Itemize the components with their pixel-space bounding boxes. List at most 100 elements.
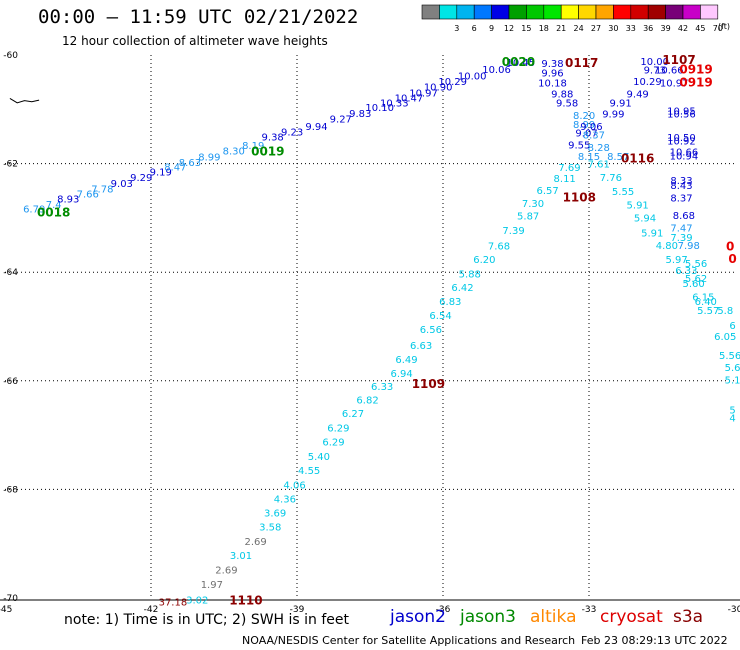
wave-height-label: 10.66	[670, 147, 699, 158]
wave-height-label: 8.63	[179, 158, 201, 169]
wave-height-label: 5.6	[725, 363, 740, 374]
wave-height-label: 5.87	[517, 212, 539, 223]
wave-height-label: 7.47	[670, 223, 692, 234]
pass-time-label: 0	[726, 239, 734, 253]
wave-height-label: 7.68	[488, 241, 510, 252]
wave-height-label: 6.42	[451, 283, 473, 294]
wave-height-label: 9.38	[262, 132, 284, 143]
wave-height-label: 7.78	[91, 184, 113, 195]
wave-height-label: 8.37	[670, 194, 692, 205]
wave-height-label: 10.18	[538, 78, 567, 89]
wave-height-label: 10.47	[395, 94, 424, 105]
wave-height-label: 5.1	[725, 376, 740, 387]
wave-height-label: 5.91	[627, 201, 649, 212]
wave-height-label: 3.69	[264, 509, 286, 520]
wave-height-label: 8.20	[573, 111, 595, 122]
wave-height-label: 8.28	[588, 143, 610, 154]
wave-height-label: 8.93	[57, 195, 79, 206]
legend-jason3: jason3	[460, 607, 516, 627]
wave-height-label: 8.99	[573, 120, 595, 131]
color-scale-tick-label: 30	[608, 24, 618, 33]
wave-height-label: 6.29	[322, 437, 344, 448]
wave-height-label: 10.50	[667, 133, 696, 144]
wave-height-label: 8.15	[578, 152, 600, 163]
wave-height-label: 10.29	[633, 77, 662, 88]
color-scale-legend: 3 6 9 12 15 18 21 24 27 30 33 36 39 42 45 70	[421, 4, 723, 33]
wave-height-label: 10.00	[640, 57, 669, 68]
wave-height-label: 8.19	[242, 141, 264, 152]
y-tick-label: -64	[3, 268, 18, 278]
wave-height-label: 10.97	[409, 88, 438, 99]
wave-height-label: 8.33	[670, 176, 692, 187]
wave-height-label: 8.43	[670, 181, 692, 192]
wave-height-label: 8.37	[583, 131, 605, 142]
wave-height-label: 7.61	[588, 159, 610, 170]
wave-height-label: 10.10	[365, 103, 394, 114]
y-tick-label: -62	[3, 160, 18, 170]
wave-height-label: 2.69	[245, 537, 267, 548]
color-scale-tick-label: 42	[678, 24, 688, 33]
wave-height-label: 6.29	[327, 423, 349, 434]
pass-time-label: 1109	[412, 377, 445, 391]
wave-height-label: 9.88	[551, 89, 573, 100]
wave-height-label: 9.06	[580, 122, 602, 133]
wave-height-label: 9.58	[556, 99, 578, 110]
wave-height-label: 9.96	[541, 69, 563, 80]
wave-height-label: 9.94	[305, 122, 327, 133]
pass-time-label: 0	[728, 252, 736, 266]
legend-cryosat: cryosat	[600, 607, 663, 627]
run-timestamp: Feb 23 08:29:13 UTC 2022	[581, 634, 728, 647]
wave-height-label: 5.97	[665, 255, 687, 266]
wave-height-label: 6.05	[714, 332, 736, 343]
wave-height-label: 5.56	[719, 351, 740, 362]
wave-height-label: 6.20	[473, 255, 495, 266]
wave-height-label: 37.18	[159, 598, 188, 609]
coastline	[9, 97, 40, 104]
wave-height-label: 7.30	[522, 199, 544, 210]
wave-height-label: 9.49	[627, 89, 649, 100]
wave-height-label: 8.47	[164, 163, 186, 174]
wave-height-label: 10.92	[667, 137, 696, 148]
footnote: note: 1) Time is in UTC; 2) SWH is in fe…	[64, 612, 350, 628]
wave-height-label: 6.63	[410, 341, 432, 352]
color-scale-units: (ft)	[718, 22, 731, 31]
color-scale-tick-label: 33	[626, 24, 636, 33]
wave-height-label: 10.94	[670, 151, 699, 162]
wave-height-label: 5.91	[641, 228, 663, 239]
wave-height-label: 6.57	[537, 186, 559, 197]
wave-height-label: 5.94	[634, 214, 656, 225]
wave-height-label: 8.11	[554, 174, 576, 185]
pass-time-label: 0020	[502, 55, 535, 69]
wave-height-label: 6.15	[692, 292, 714, 303]
wave-height-label: 10.45	[507, 58, 536, 69]
x-tick-label: -45	[0, 605, 12, 615]
wave-height-label: 3.58	[259, 523, 281, 534]
wave-height-label: 10.00	[458, 71, 487, 82]
wave-height-label: 2.69	[215, 566, 237, 577]
pass-time-label: 1107	[662, 53, 695, 67]
y-tick-label: -60	[3, 51, 18, 61]
wave-height-label: 5.8	[717, 306, 733, 317]
color-scale-tick-label: 70	[713, 24, 723, 33]
wave-height-label: 6.83	[439, 297, 461, 308]
color-scale-tick-label: 12	[504, 24, 514, 33]
wave-height-label: 10.66	[655, 65, 684, 76]
wave-height-label: 5	[729, 405, 735, 416]
wave-height-label: 4.55	[298, 466, 320, 477]
wave-height-label: 9.23	[281, 127, 303, 138]
wave-height-label: 7.69	[558, 163, 580, 174]
color-scale-tick-label: 9	[489, 24, 494, 33]
wave-height-label: 7.66	[77, 189, 99, 200]
wave-height-label: 5.57	[697, 306, 719, 317]
wave-height-label: 5.62	[685, 274, 707, 285]
wave-height-label: 4	[729, 414, 735, 425]
pass-time-label: 0919	[679, 75, 712, 89]
wave-height-label: 9.91	[610, 99, 632, 110]
y-tick-label: -66	[3, 377, 18, 387]
wave-height-label: 7.4	[46, 200, 62, 211]
legend-s3a: s3a	[673, 607, 704, 627]
color-scale-tick-label: 18	[539, 24, 549, 33]
color-scale-tick-label: 21	[556, 24, 566, 33]
wave-height-label: 8.30	[223, 146, 245, 157]
